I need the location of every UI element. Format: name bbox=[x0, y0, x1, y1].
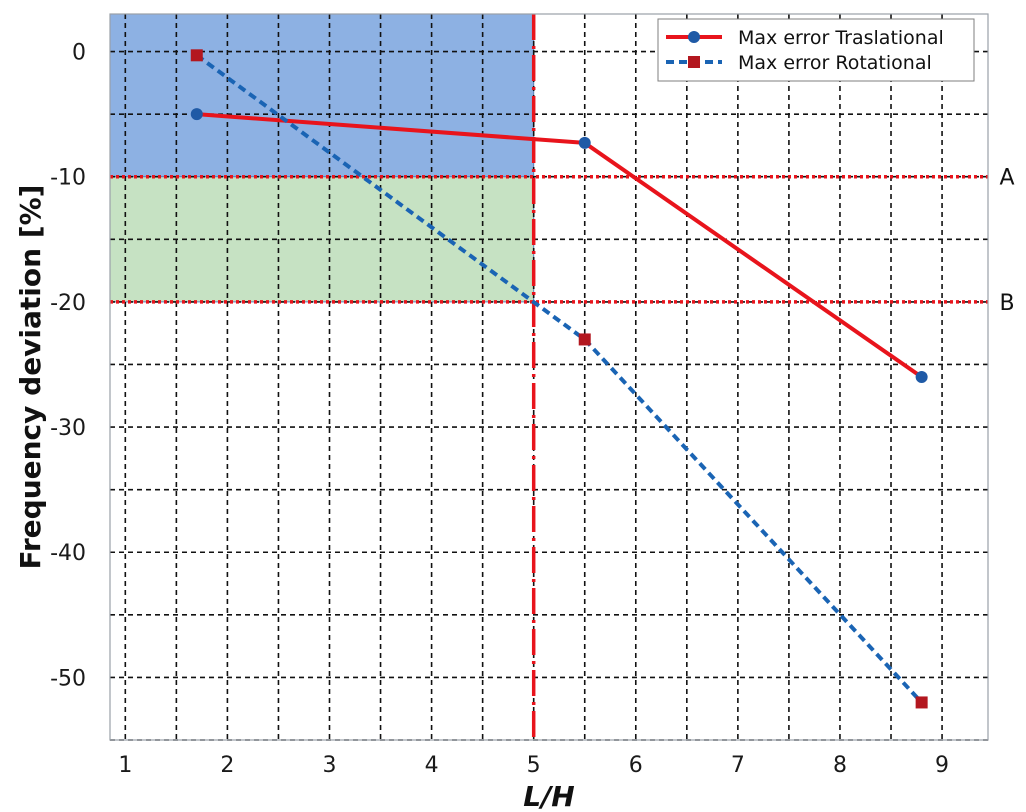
y-tick-label: 0 bbox=[72, 41, 86, 66]
tick-labels: 1 2 3 4 5 6 7 8 9 0 -10 -20 -30 -40 -50 bbox=[50, 41, 949, 778]
reference-label-b: B bbox=[999, 291, 1014, 316]
x-tick-label: 1 bbox=[118, 753, 132, 778]
series-0-point bbox=[190, 108, 203, 121]
series-1-point bbox=[190, 49, 203, 62]
x-axis-title: L/H bbox=[523, 780, 575, 812]
shaded-regions bbox=[109, 13, 535, 303]
y-axis-title: Frequency deviation [%] bbox=[14, 185, 47, 570]
reference-label-a: A bbox=[999, 166, 1014, 191]
legend-marker-0 bbox=[688, 31, 700, 43]
x-tick-label: 7 bbox=[731, 753, 745, 778]
y-tick-label: -30 bbox=[50, 416, 86, 441]
x-tick-label: 9 bbox=[935, 753, 949, 778]
legend-box bbox=[657, 18, 975, 82]
x-tick-label: 2 bbox=[220, 753, 234, 778]
series bbox=[190, 49, 928, 709]
series-1-point bbox=[578, 333, 591, 346]
plot-frame bbox=[109, 13, 989, 741]
legend-marker-1 bbox=[688, 56, 700, 68]
reference-lines: AB bbox=[110, 14, 1015, 740]
y-tick-label: -20 bbox=[50, 291, 86, 316]
series-line-1 bbox=[195, 53, 924, 704]
shaded-region-0 bbox=[109, 13, 535, 178]
x-tick-label: 5 bbox=[527, 753, 541, 778]
y-tick-label: -50 bbox=[50, 666, 86, 691]
y-tick-label: -10 bbox=[50, 166, 86, 191]
x-tick-label: 6 bbox=[629, 753, 643, 778]
x-tick-label: 3 bbox=[323, 753, 337, 778]
legend-label-1: Max error Rotational bbox=[738, 52, 932, 74]
legend: Max error Traslational Max error Rotation… bbox=[657, 18, 975, 82]
series-0-point bbox=[915, 371, 928, 383]
x-tick-label: 4 bbox=[425, 753, 439, 778]
y-tick-label: -40 bbox=[50, 541, 86, 566]
series-1-point bbox=[915, 696, 928, 709]
series-0-point bbox=[578, 136, 591, 149]
x-tick-label: 8 bbox=[833, 753, 847, 778]
legend-label-0: Max error Traslational bbox=[738, 27, 944, 49]
